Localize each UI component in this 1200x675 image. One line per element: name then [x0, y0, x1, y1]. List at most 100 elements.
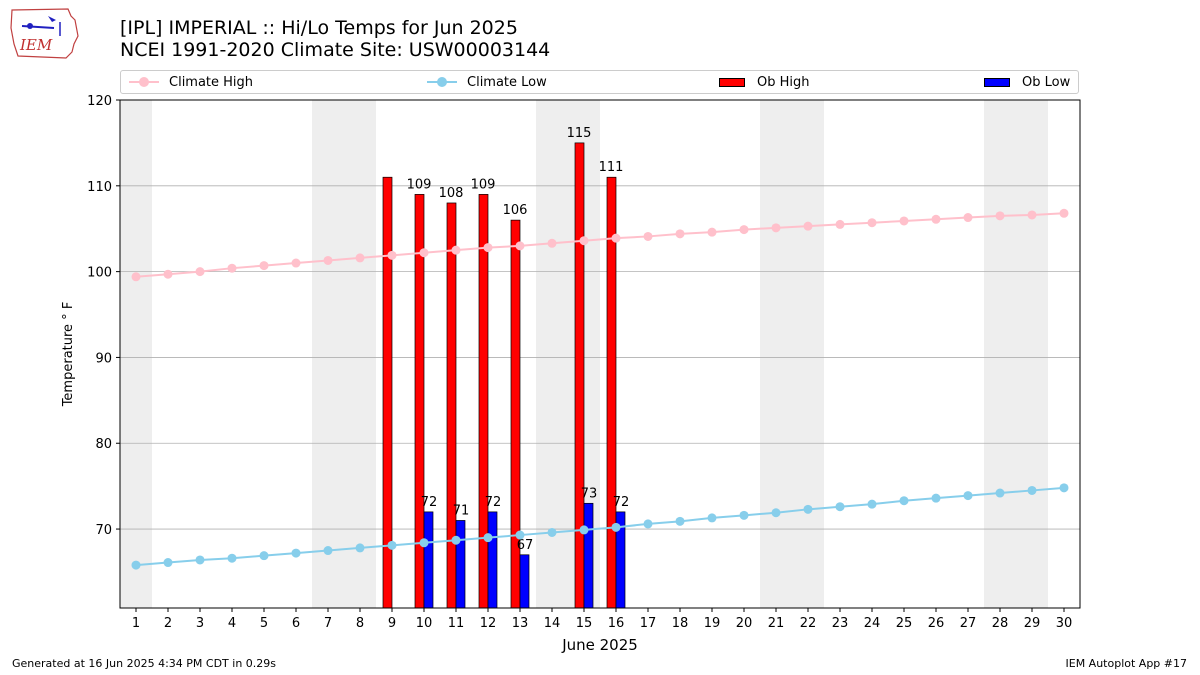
ob-high-swatch-icon — [719, 77, 745, 87]
climate-low-point — [163, 558, 173, 568]
climate-low-point — [355, 543, 365, 553]
y-tick-label: 90 — [95, 351, 112, 366]
ob-high-label: 109 — [407, 177, 432, 192]
ob-high-bar — [574, 142, 585, 609]
legend-climate-high-label: Climate High — [169, 74, 254, 90]
ob-low-swatch-icon — [984, 77, 1010, 87]
ob-high-bar — [478, 194, 489, 609]
x-tick-label: 14 — [544, 616, 561, 631]
x-tick-label: 17 — [640, 616, 657, 631]
y-tick-label: 70 — [95, 523, 112, 538]
logo-text: IEM — [19, 36, 53, 54]
climate-high-point — [579, 236, 589, 246]
climate-low-point — [867, 499, 877, 509]
ob-low-label: 72 — [485, 495, 502, 510]
climate-high-point — [739, 225, 749, 235]
ob-low-label: 67 — [517, 538, 534, 553]
x-tick-label: 24 — [864, 616, 881, 631]
climate-high-point — [963, 213, 973, 223]
x-tick-label: 9 — [388, 616, 396, 631]
x-tick-label: 7 — [324, 616, 332, 631]
ob-low-bar — [487, 511, 498, 609]
weekend-shade — [312, 100, 376, 608]
climate-high-point — [803, 221, 813, 231]
climate-high-point — [227, 263, 237, 273]
ob-low-bar — [423, 511, 434, 609]
ob-high-label: 111 — [599, 160, 624, 175]
climate-high-point — [387, 250, 397, 260]
iem-logo: IEM — [10, 8, 79, 59]
climate-low-point — [483, 533, 493, 543]
y-tick-label: 100 — [87, 266, 112, 281]
climate-low-point — [963, 491, 973, 501]
climate-low-point — [259, 551, 269, 561]
x-tick-label: 29 — [1024, 616, 1041, 631]
weekend-shade — [760, 100, 824, 608]
legend-climate-low: Climate Low — [427, 71, 547, 93]
climate-low-point — [579, 525, 589, 535]
ob-low-bar — [519, 554, 530, 609]
x-tick-label: 23 — [832, 616, 849, 631]
climate-low-line — [135, 486, 1065, 567]
ob-high-label: 106 — [503, 203, 528, 218]
climate-high-point — [259, 261, 269, 271]
climate-low-point — [739, 510, 749, 520]
y-tick-label: 80 — [95, 437, 112, 452]
climate-high-point — [291, 258, 301, 268]
legend-ob-low-label: Ob Low — [1022, 74, 1071, 90]
climate-high-point — [1059, 208, 1069, 218]
x-tick-label: 5 — [260, 616, 268, 631]
climate-low-point — [803, 504, 813, 514]
climate-low-point — [227, 553, 237, 563]
x-tick-label: 8 — [356, 616, 364, 631]
x-tick-label: 27 — [960, 616, 977, 631]
climate-low-point — [131, 560, 141, 570]
climate-high-point — [355, 253, 365, 263]
autoplot-app-id: IEM Autoplot App #17 — [1065, 657, 1188, 670]
generated-timestamp: Generated at 16 Jun 2025 4:34 PM CDT in … — [12, 657, 277, 670]
weekend-shade — [984, 100, 1048, 608]
x-tick-label: 28 — [992, 616, 1009, 631]
climate-low-point — [899, 496, 909, 506]
x-tick-label: 22 — [800, 616, 817, 631]
climate-low-point — [451, 535, 461, 545]
state-outline-icon — [10, 8, 79, 59]
ob-high-label: 109 — [471, 177, 496, 192]
weekend-shade — [120, 100, 152, 608]
climate-high-point — [643, 231, 653, 241]
climate-high-point — [995, 211, 1005, 221]
climate-low-point — [675, 516, 685, 526]
climate-high-point — [771, 223, 781, 233]
climate-high-point — [451, 245, 461, 255]
x-tick-label: 1 — [132, 616, 140, 631]
x-tick-label: 4 — [228, 616, 236, 631]
climate-high-point — [611, 233, 621, 243]
climate-low-point — [643, 519, 653, 529]
chart-subtitle: NCEI 1991-2020 Climate Site: USW00003144 — [120, 39, 551, 61]
climate-high-point — [483, 243, 493, 253]
climate-high-point — [675, 229, 685, 239]
climate-low-point — [771, 508, 781, 518]
x-tick-label: 21 — [768, 616, 785, 631]
climate-low-point — [995, 488, 1005, 498]
climate-high-point — [867, 218, 877, 228]
x-tick-label: 11 — [448, 616, 465, 631]
x-tick-label: 25 — [896, 616, 913, 631]
climate-high-line-icon — [129, 77, 159, 87]
climate-low-point — [323, 546, 333, 556]
climate-high-point — [707, 227, 717, 237]
y-tick-label: 120 — [87, 94, 112, 109]
legend-ob-low: Ob Low — [984, 71, 1070, 93]
climate-high-point — [419, 248, 429, 258]
x-tick-label: 15 — [576, 616, 593, 631]
climate-low-line-icon — [427, 77, 457, 87]
x-tick-label: 12 — [480, 616, 497, 631]
x-axis-label: June 2025 — [561, 636, 638, 654]
legend-ob-high-label: Ob High — [757, 74, 810, 90]
chart-title: [IPL] IMPERIAL :: Hi/Lo Temps for Jun 20… — [120, 17, 518, 39]
climate-high-point — [195, 267, 205, 277]
x-tick-label: 10 — [416, 616, 433, 631]
climate-high-point — [835, 219, 845, 229]
climate-high-point — [131, 272, 141, 282]
